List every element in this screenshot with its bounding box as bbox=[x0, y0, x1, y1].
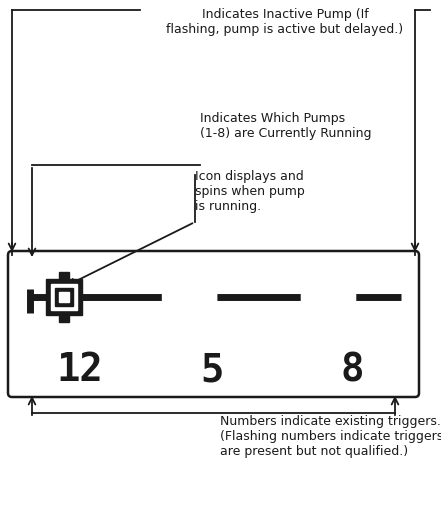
Bar bbox=[51, 284, 77, 310]
FancyBboxPatch shape bbox=[8, 251, 419, 397]
Text: Icon displays and
spins when pump
is running.: Icon displays and spins when pump is run… bbox=[195, 170, 305, 213]
Text: Numbers indicate existing triggers.
(Flashing numbers indicate triggers
are pres: Numbers indicate existing triggers. (Fla… bbox=[220, 415, 441, 458]
Bar bbox=[59, 272, 69, 279]
Text: Indicates Which Pumps
(1-8) are Currently Running: Indicates Which Pumps (1-8) are Currentl… bbox=[200, 112, 371, 140]
Bar bbox=[59, 292, 69, 302]
Bar bbox=[46, 279, 82, 315]
Bar bbox=[59, 315, 69, 322]
Text: 12: 12 bbox=[56, 351, 103, 389]
Bar bbox=[55, 288, 73, 306]
Text: Indicates Inactive Pump (If
flashing, pump is active but delayed.): Indicates Inactive Pump (If flashing, pu… bbox=[166, 8, 404, 36]
Text: 5: 5 bbox=[200, 351, 224, 389]
Text: 8: 8 bbox=[340, 351, 364, 389]
